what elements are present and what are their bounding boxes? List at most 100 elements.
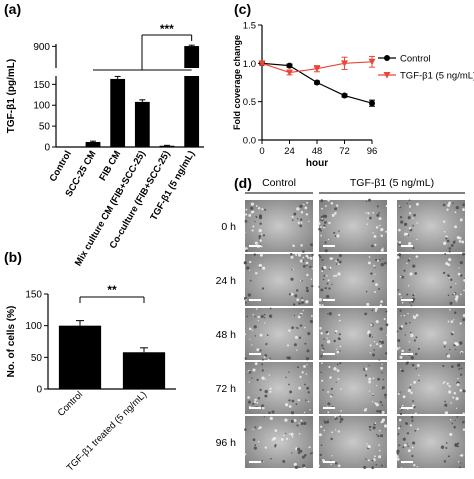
micro-cell-speck bbox=[403, 395, 406, 398]
micro-cell-speck bbox=[448, 390, 451, 393]
micro-cell-speck bbox=[312, 254, 314, 256]
micro-cell-speck bbox=[306, 262, 309, 265]
micro-cell-speck bbox=[244, 261, 247, 264]
micro-cell-speck bbox=[450, 402, 452, 404]
micro-cell-speck bbox=[376, 434, 377, 435]
micro-cell-speck bbox=[326, 275, 327, 276]
micro-cell-speck bbox=[398, 393, 400, 395]
micro-header-tgf: TGF-β1 (5 ng/mL) bbox=[350, 177, 434, 189]
micro-cell-speck bbox=[408, 449, 411, 452]
micro-cell-speck bbox=[385, 311, 387, 313]
micro-cell-speck bbox=[249, 328, 252, 331]
micro-cell-speck bbox=[245, 357, 247, 359]
micro-cell-speck bbox=[371, 466, 374, 469]
micro-cell-speck bbox=[458, 368, 460, 370]
micro-cell-speck bbox=[293, 304, 295, 306]
micro-cell-speck bbox=[401, 276, 404, 279]
micro-cell-speck bbox=[405, 422, 408, 425]
micro-cell-speck bbox=[381, 420, 384, 423]
micro-cell-speck bbox=[301, 222, 303, 224]
micro-cell-speck bbox=[320, 288, 323, 291]
micro-cell-speck bbox=[376, 410, 379, 413]
micro-cell-speck bbox=[372, 401, 373, 402]
micro-cell-speck bbox=[294, 294, 297, 297]
micro-cell-speck bbox=[372, 280, 374, 282]
micro-cell-speck bbox=[253, 438, 256, 441]
chart-c-legend-label: TGF-β1 (5 ng/mL) bbox=[400, 71, 474, 82]
micro-cell-speck bbox=[446, 353, 448, 355]
micro-cell-speck bbox=[449, 309, 451, 311]
micro-cell-speck bbox=[248, 214, 251, 217]
micro-cell-speck bbox=[291, 293, 294, 296]
micro-cell-speck bbox=[462, 421, 465, 424]
micro-cell-speck bbox=[299, 376, 301, 378]
micro-cell-speck bbox=[373, 426, 376, 429]
micro-cell-speck bbox=[366, 291, 367, 292]
micro-cell-speck bbox=[254, 316, 255, 317]
micro-cell-speck bbox=[324, 221, 327, 224]
micro-cell-speck bbox=[262, 287, 264, 289]
chart-c-xtick-label: 24 bbox=[284, 146, 295, 157]
micro-cell-speck bbox=[259, 237, 261, 239]
micro-cell-speck bbox=[331, 388, 333, 390]
micro-cell-speck bbox=[374, 274, 375, 275]
micro-cell-speck bbox=[298, 222, 300, 224]
chart-a-ylabel: TGF-β1 (pg/mL) bbox=[6, 59, 17, 133]
micro-cell-speck bbox=[385, 323, 388, 326]
micro-cell-speck bbox=[462, 412, 464, 414]
micro-cell-speck bbox=[372, 212, 374, 214]
micro-cell-speck bbox=[270, 458, 272, 460]
micro-cell-speck bbox=[462, 203, 465, 206]
micro-cell-speck bbox=[338, 337, 341, 340]
micro-cell-speck bbox=[322, 389, 324, 391]
micro-cell-speck bbox=[259, 267, 260, 268]
micro-cell-speck bbox=[290, 253, 292, 255]
micro-scale-bar bbox=[323, 299, 335, 301]
micro-cell-speck bbox=[261, 376, 264, 379]
micro-cell-speck bbox=[379, 430, 381, 432]
micro-cell-speck bbox=[447, 383, 449, 385]
micro-cell-speck bbox=[457, 378, 459, 380]
micro-cell-speck bbox=[457, 416, 459, 418]
micro-cell-speck bbox=[291, 269, 292, 270]
micro-cell-speck bbox=[335, 275, 337, 277]
micro-cell-speck bbox=[245, 302, 247, 304]
micro-cell-speck bbox=[338, 430, 340, 432]
micro-cell-speck bbox=[255, 216, 256, 217]
micro-cell-speck bbox=[329, 312, 332, 315]
micro-cell-speck bbox=[321, 259, 323, 261]
micro-cell-speck bbox=[270, 357, 271, 358]
micro-cell-speck bbox=[288, 329, 290, 331]
micro-cell-speck bbox=[373, 377, 375, 379]
micro-cell-speck bbox=[412, 364, 415, 367]
micro-cell-speck bbox=[301, 297, 303, 299]
micro-cell-speck bbox=[368, 459, 370, 461]
micro-cell-speck bbox=[249, 381, 250, 382]
micro-cell-speck bbox=[321, 304, 323, 306]
micro-cell-speck bbox=[374, 291, 376, 293]
chart-c-legend-label: Control bbox=[400, 54, 431, 65]
micro-cell-speck bbox=[299, 433, 301, 435]
micro-cell-speck bbox=[382, 388, 384, 390]
micro-cell-speck bbox=[254, 447, 257, 450]
micro-cell-speck bbox=[416, 314, 419, 317]
micro-cell-speck bbox=[321, 218, 323, 220]
micro-cell-speck bbox=[248, 371, 251, 374]
micro-cell-speck bbox=[379, 450, 381, 452]
micro-cell-speck bbox=[412, 400, 414, 402]
micro-row-label: 0 h bbox=[221, 221, 236, 233]
micro-cell-speck bbox=[328, 279, 330, 281]
micro-cell-speck bbox=[404, 223, 407, 226]
micro-cell-speck bbox=[307, 349, 310, 352]
micro-cell-speck bbox=[462, 252, 465, 255]
micro-cell-speck bbox=[318, 286, 320, 288]
micro-cell-speck bbox=[375, 307, 378, 310]
micro-cell-speck bbox=[255, 362, 258, 365]
micro-cell-speck bbox=[448, 258, 451, 261]
micro-cell-speck bbox=[384, 394, 387, 397]
micro-cell-speck bbox=[451, 365, 454, 368]
micro-cell-speck bbox=[255, 272, 257, 274]
micro-cell-speck bbox=[264, 314, 266, 316]
micro-cell-speck bbox=[456, 301, 457, 302]
micro-cell-speck bbox=[259, 214, 262, 217]
